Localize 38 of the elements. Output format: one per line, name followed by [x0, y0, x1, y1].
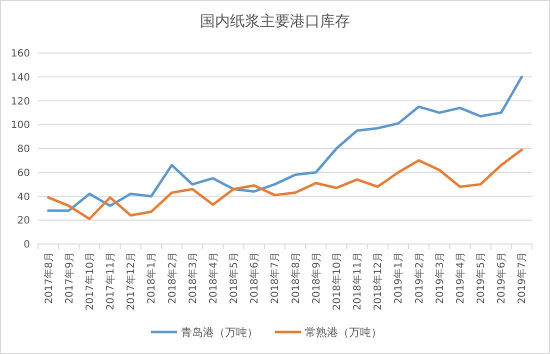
x-tick-label: 2018年11月	[352, 252, 364, 310]
legend-label: 常熟港（万吨）	[305, 326, 382, 339]
y-tick-label: 100	[10, 120, 30, 132]
x-tick-label: 2018年3月	[186, 252, 199, 304]
y-tick-label: 160	[10, 48, 30, 60]
x-tick-label: 2018年12月	[372, 252, 384, 310]
y-tick-label: 60	[17, 168, 30, 179]
x-tick-label: 2019年1月	[392, 252, 405, 304]
x-tick-label: 2018年2月	[166, 252, 178, 304]
line-series	[47, 76, 523, 212]
x-tick-label: 2017年10月	[84, 252, 96, 310]
x-tick-label: 2018年9月	[310, 252, 322, 304]
x-tick-label: 2018年6月	[248, 252, 261, 304]
y-tick-label: 0	[24, 240, 30, 250]
y-tick-label: 80	[17, 144, 30, 155]
x-tick-label: 2017年11月	[104, 252, 117, 310]
x-tick-label: 2018年7月	[269, 252, 282, 304]
line-series	[47, 148, 523, 220]
x-tick-label: 2019年7月	[516, 252, 528, 304]
y-tick-label: 120	[10, 96, 30, 108]
x-tick-label: 2018年4月	[207, 252, 220, 304]
y-tick-label: 140	[10, 72, 30, 84]
x-tick-label: 2018年1月	[146, 252, 158, 304]
x-tick-label: 2017年12月	[125, 252, 138, 310]
x-tick-label: 2019年3月	[434, 252, 446, 304]
x-tick-label: 2018年8月	[290, 252, 302, 304]
x-tick-label: 2018年5月	[228, 252, 240, 304]
x-tick-label: 2019年4月	[454, 252, 466, 304]
chart-title: 国内纸浆主要港口库存	[200, 12, 350, 30]
x-tick-label: 2019年5月	[475, 252, 488, 304]
x-tick-label: 2018年10月	[330, 252, 343, 310]
y-tick-label: 20	[17, 216, 30, 227]
legend-label: 青岛港（万吨）	[181, 326, 258, 339]
x-tick-label: 2019年6月	[496, 252, 508, 304]
y-tick-label: 40	[17, 192, 30, 203]
x-tick-label: 2017年9月	[63, 252, 76, 304]
x-tick-label: 2017年8月	[42, 252, 55, 304]
x-tick-label: 2019年2月	[413, 252, 426, 304]
